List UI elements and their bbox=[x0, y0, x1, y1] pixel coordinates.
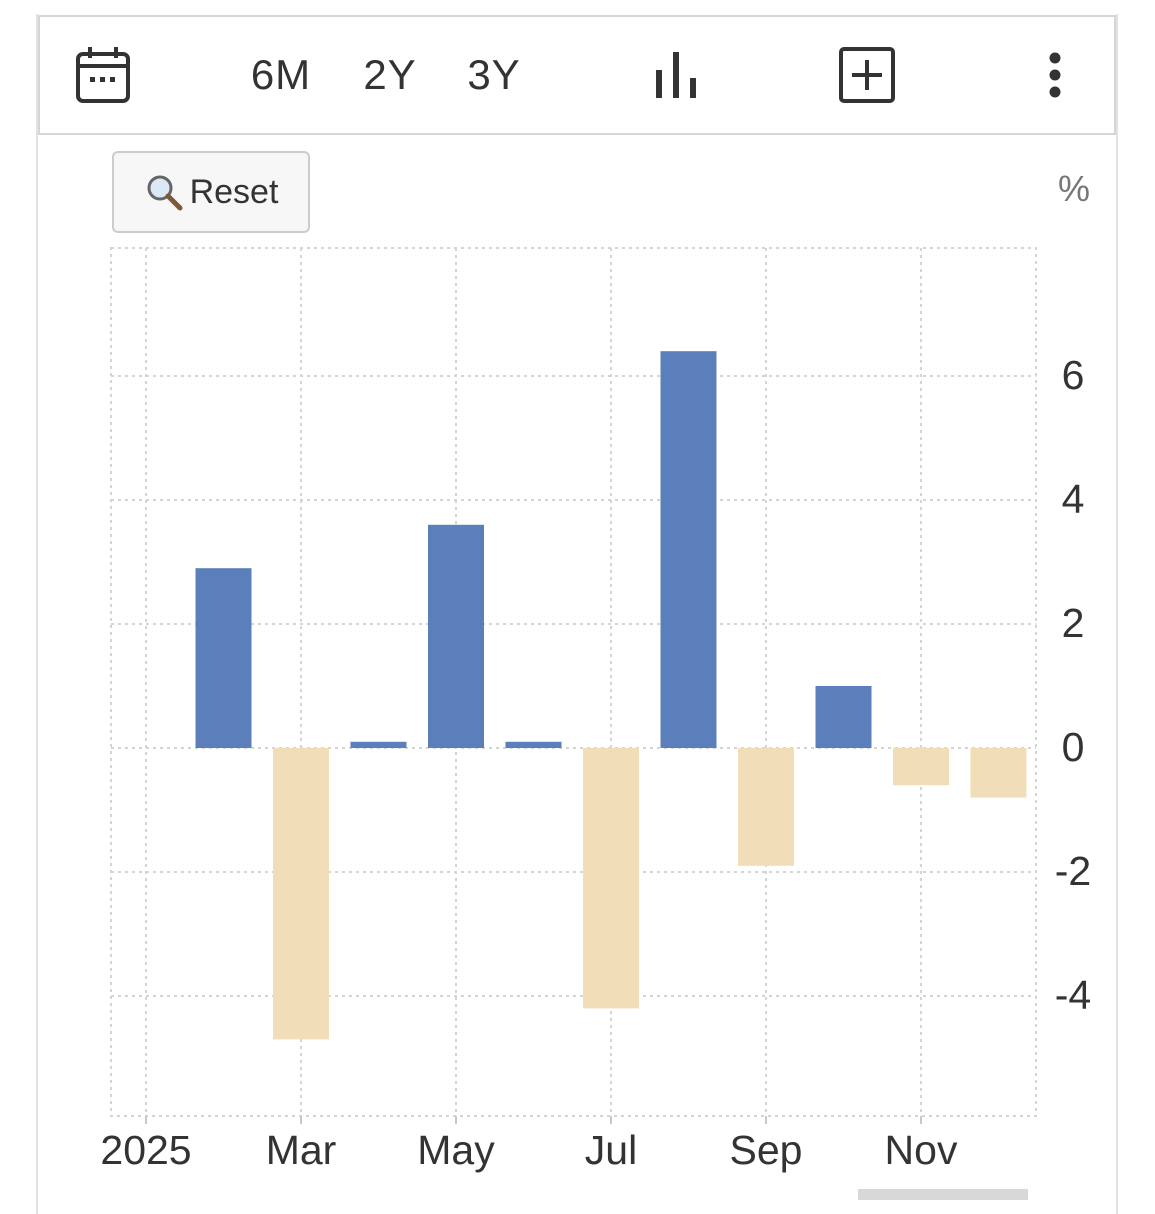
x-tick-label: Nov bbox=[885, 1127, 958, 1173]
y-tick-label: 2 bbox=[1062, 600, 1085, 646]
y-axis-unit: % bbox=[1058, 168, 1091, 209]
bar-aug[interactable] bbox=[660, 351, 717, 748]
bar-feb[interactable] bbox=[195, 568, 252, 748]
bar-jul[interactable] bbox=[583, 748, 639, 1009]
x-tick-label: Jul bbox=[585, 1127, 637, 1173]
bar-apr[interactable] bbox=[350, 741, 407, 748]
plot-area bbox=[110, 247, 1037, 1117]
magnifier-icon bbox=[147, 175, 183, 211]
range-6m-button[interactable]: 6M bbox=[250, 51, 312, 98]
reset-zoom-button[interactable]: Reset bbox=[112, 151, 310, 233]
bar-dec[interactable] bbox=[970, 748, 1027, 798]
bar-jun[interactable] bbox=[505, 741, 562, 748]
axes: 6 4 2 0 -2 -4 2025 Mar May Jul Sep Nov bbox=[100, 352, 1091, 1173]
x-tick-label: May bbox=[417, 1127, 495, 1173]
bar-oct[interactable] bbox=[815, 686, 872, 748]
y-tick-label: -2 bbox=[1055, 848, 1091, 894]
bar-mar[interactable] bbox=[273, 748, 329, 1040]
navigator-scrollbar[interactable] bbox=[858, 1189, 1028, 1200]
range-2y-button[interactable]: 2Y bbox=[363, 51, 417, 98]
add-box-icon[interactable] bbox=[836, 17, 898, 133]
x-tick-label: Mar bbox=[266, 1127, 337, 1173]
bar-chart-icon[interactable] bbox=[646, 17, 706, 133]
x-tick-label: Sep bbox=[730, 1127, 803, 1173]
more-vertical-icon[interactable] bbox=[1030, 17, 1080, 133]
y-tick-label: 0 bbox=[1062, 724, 1085, 770]
reset-label: Reset bbox=[189, 172, 279, 211]
calendar-icon[interactable] bbox=[68, 17, 138, 133]
y-tick-label: -4 bbox=[1055, 972, 1091, 1018]
range-3y-button[interactable]: 3Y bbox=[467, 51, 521, 98]
x-tick-label: 2025 bbox=[100, 1127, 191, 1173]
bars bbox=[195, 351, 1027, 1040]
chart-frame bbox=[36, 14, 1118, 1214]
y-tick-label: 4 bbox=[1062, 476, 1085, 522]
bar-nov[interactable] bbox=[893, 748, 949, 786]
bar-may[interactable] bbox=[428, 524, 484, 748]
chart-toolbar: 6M 2Y 3Y bbox=[38, 15, 1116, 135]
grid bbox=[110, 247, 1037, 1117]
y-tick-label: 6 bbox=[1062, 352, 1085, 398]
bar-sep[interactable] bbox=[738, 748, 794, 866]
